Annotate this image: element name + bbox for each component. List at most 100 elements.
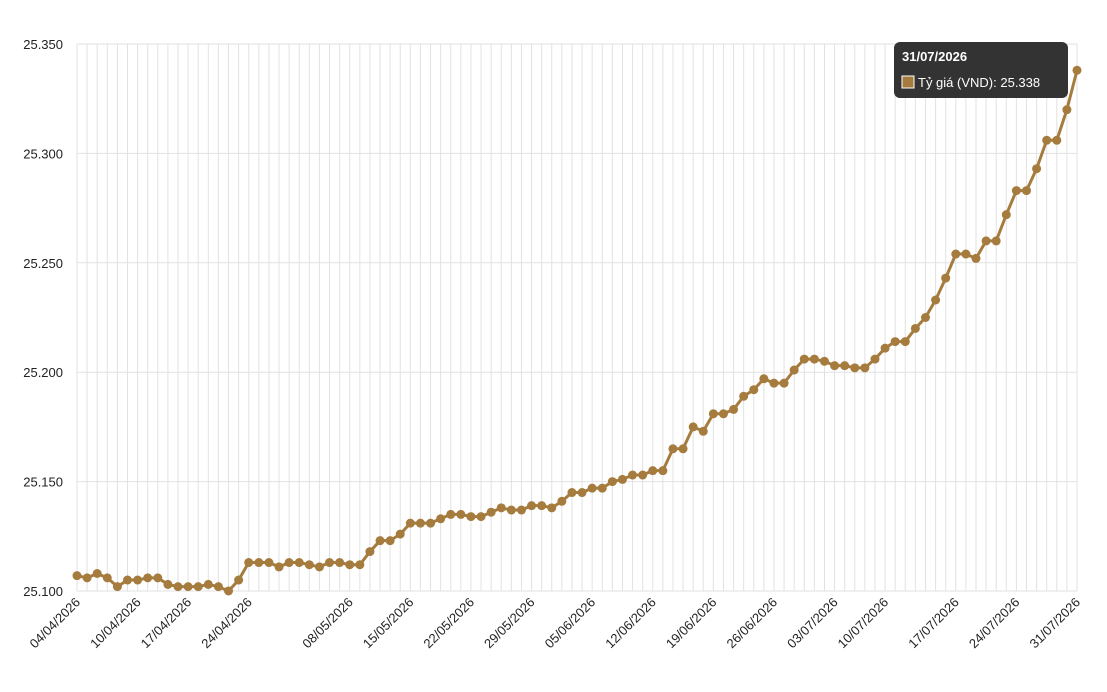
- data-point: [244, 558, 254, 568]
- data-point: [971, 253, 981, 263]
- data-point: [385, 536, 395, 546]
- x-tick-label: 12/06/2026: [602, 595, 659, 652]
- data-point: [405, 518, 415, 528]
- data-point: [537, 501, 547, 511]
- data-point: [345, 560, 355, 570]
- data-point: [304, 560, 314, 570]
- data-point: [1052, 135, 1062, 145]
- data-point: [1062, 105, 1072, 115]
- data-point: [698, 426, 708, 436]
- data-point: [102, 573, 112, 583]
- data-point: [779, 378, 789, 388]
- data-point: [557, 496, 567, 506]
- data-point: [82, 573, 92, 583]
- data-point: [133, 575, 143, 585]
- y-tick-label: 25.100: [23, 584, 63, 599]
- tooltip-series: Tỷ giá (VND): [918, 75, 993, 90]
- y-tick-label: 25.200: [23, 365, 63, 380]
- data-point: [314, 562, 324, 572]
- data-point: [931, 295, 941, 305]
- data-point: [547, 503, 557, 513]
- x-tick-label: 10/07/2026: [835, 595, 892, 652]
- data-point: [749, 385, 759, 395]
- y-tick-label: 25.300: [23, 146, 63, 161]
- data-point: [991, 236, 1001, 246]
- data-point: [496, 503, 506, 513]
- data-point: [729, 404, 739, 414]
- data-point: [961, 249, 971, 259]
- data-point: [951, 249, 961, 259]
- data-point: [769, 378, 779, 388]
- tooltip-text: Tỷ giá (VND): 25.338: [918, 75, 1040, 90]
- data-point: [203, 579, 213, 589]
- data-point: [436, 514, 446, 524]
- x-tick-label: 03/07/2026: [784, 595, 841, 652]
- data-point: [254, 558, 264, 568]
- data-point: [173, 582, 183, 592]
- data-point: [799, 354, 809, 364]
- series-line: [76, 69, 1079, 593]
- data-point: [597, 483, 607, 493]
- data-point: [840, 361, 850, 371]
- data-point: [830, 361, 840, 371]
- data-point: [395, 529, 405, 539]
- data-point: [224, 586, 234, 596]
- data-point: [759, 374, 769, 384]
- data-point: [617, 474, 627, 484]
- x-tick-label: 04/04/2026: [26, 595, 83, 652]
- data-point: [870, 354, 880, 364]
- x-tick-label: 26/06/2026: [723, 595, 780, 652]
- tooltip-title: 31/07/2026: [902, 49, 967, 64]
- data-point: [486, 507, 496, 517]
- tooltip: 31/07/2026 Tỷ giá (VND): 25.338: [894, 42, 1068, 98]
- data-point: [607, 477, 617, 487]
- data-point: [1042, 135, 1052, 145]
- x-tick-label: 22/05/2026: [420, 595, 477, 652]
- data-point: [900, 337, 910, 347]
- marks: [72, 65, 1082, 596]
- data-point: [163, 579, 173, 589]
- data-point: [143, 573, 153, 583]
- x-tick-label: 15/05/2026: [360, 595, 417, 652]
- data-point: [658, 466, 668, 476]
- x-tick-label: 05/06/2026: [542, 595, 599, 652]
- data-point: [1011, 186, 1021, 196]
- x-tick-label: 29/05/2026: [481, 595, 538, 652]
- data-point: [789, 365, 799, 375]
- data-point: [527, 501, 537, 511]
- data-point: [648, 466, 658, 476]
- data-point: [183, 582, 193, 592]
- tooltip-swatch: [901, 75, 915, 89]
- data-point: [446, 509, 456, 519]
- data-point: [809, 354, 819, 364]
- data-point: [123, 575, 133, 585]
- data-point: [294, 558, 304, 568]
- data-point: [567, 488, 577, 498]
- data-point: [264, 558, 274, 568]
- data-point: [941, 273, 951, 283]
- data-point: [860, 363, 870, 373]
- data-point: [506, 505, 516, 515]
- x-tick-label: 10/04/2026: [87, 595, 144, 652]
- data-point: [880, 343, 890, 353]
- data-point: [426, 518, 436, 528]
- data-point: [516, 505, 526, 515]
- tooltip-value: 25.338: [1000, 75, 1040, 90]
- data-point: [72, 571, 82, 581]
- data-point: [92, 568, 102, 578]
- data-point: [1072, 65, 1082, 75]
- grid: [76, 43, 1078, 592]
- data-point: [819, 356, 829, 366]
- data-point: [213, 582, 223, 592]
- data-point: [355, 560, 365, 570]
- data-point: [577, 488, 587, 498]
- x-tick-label: 19/06/2026: [663, 595, 720, 652]
- data-point: [274, 562, 284, 572]
- data-point: [415, 518, 425, 528]
- y-tick-label: 25.250: [23, 256, 63, 271]
- x-tick-label: 31/07/2026: [1026, 595, 1083, 652]
- data-point: [153, 573, 163, 583]
- x-tick-label: 24/07/2026: [966, 595, 1023, 652]
